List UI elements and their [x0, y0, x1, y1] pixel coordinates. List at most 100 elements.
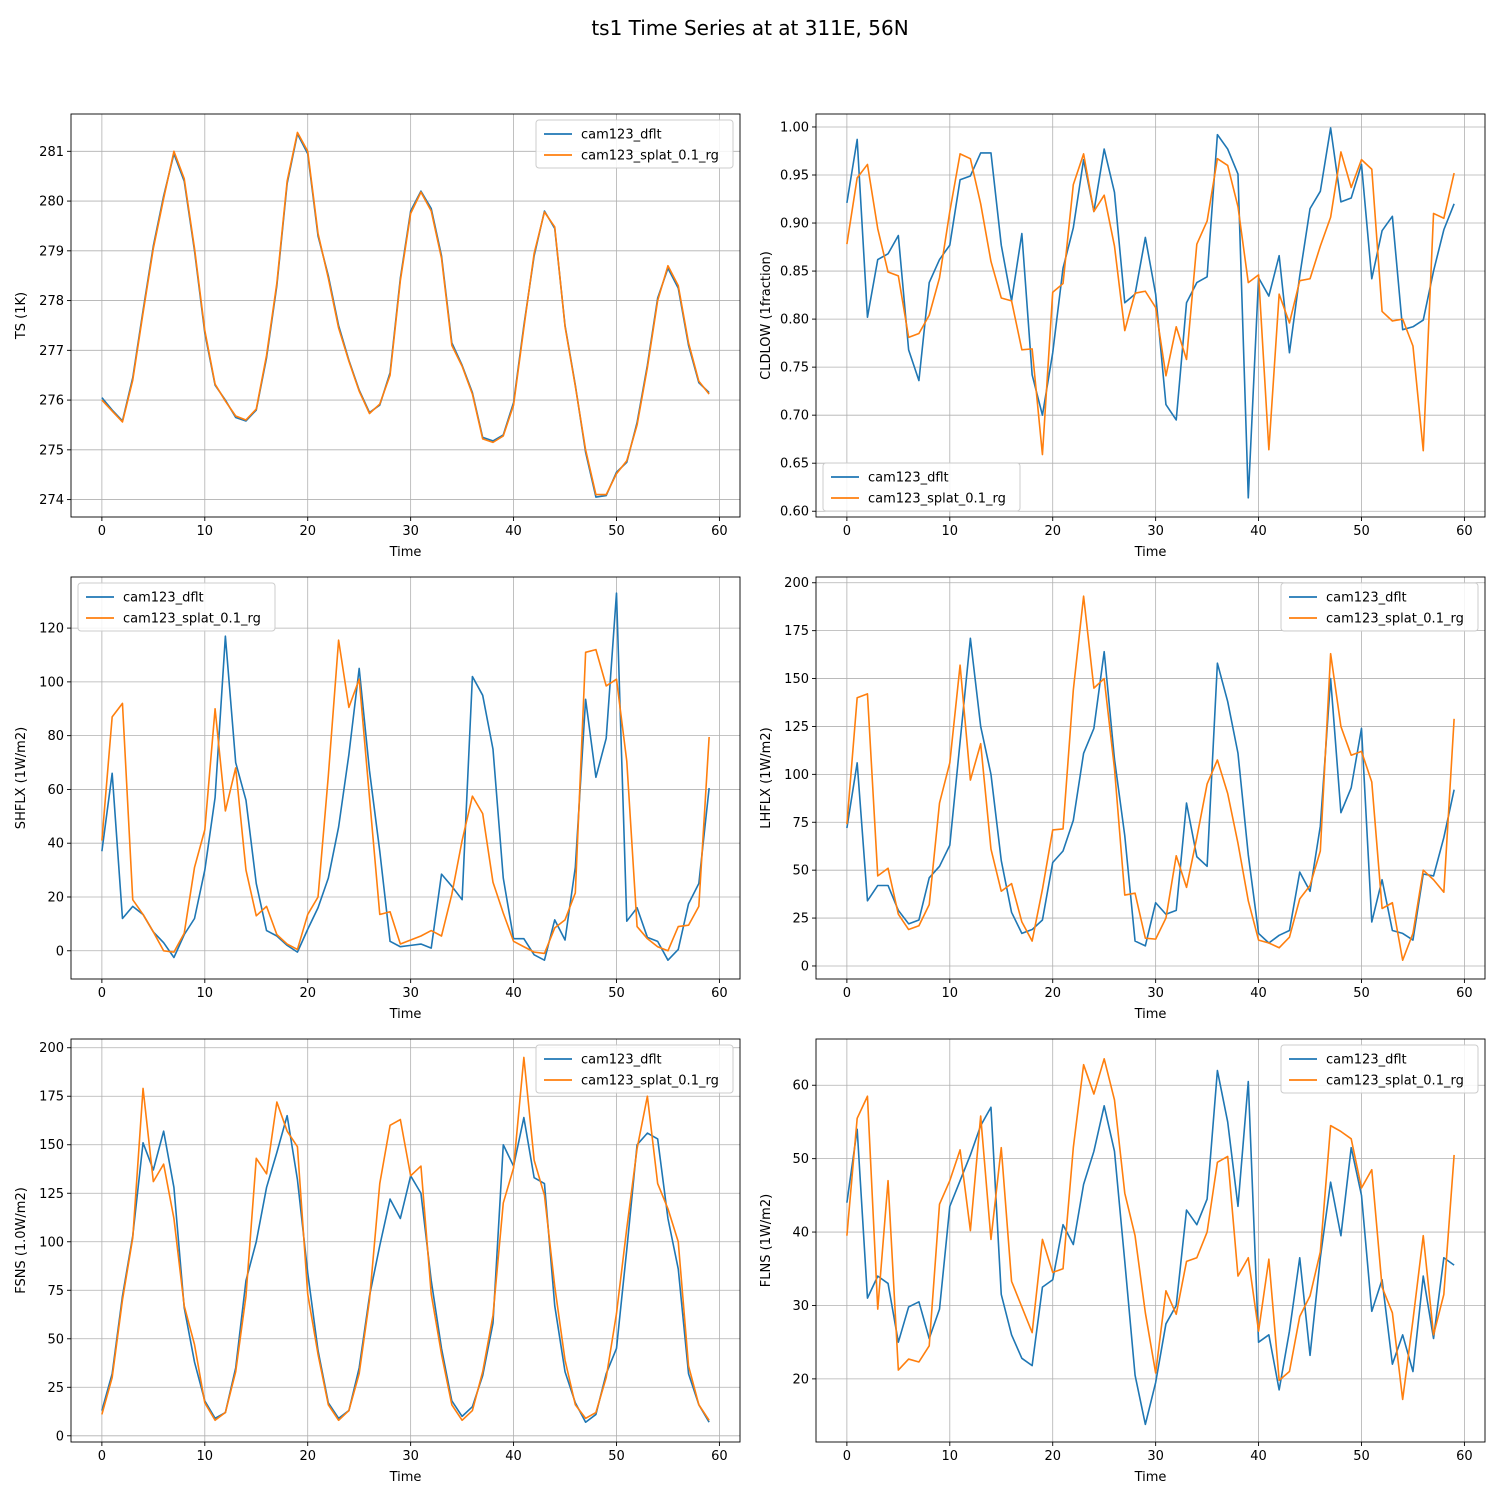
y-tick-label: 50 [792, 1152, 809, 1167]
legend-label: cam123_splat_0.1_rg [1326, 1074, 1464, 1089]
x-tick-label: 10 [197, 1449, 214, 1464]
x-axis-label: Time [1134, 1007, 1167, 1022]
x-tick-label: 60 [711, 1449, 728, 1464]
y-tick-label: 50 [47, 1332, 64, 1347]
x-tick-label: 50 [608, 986, 625, 1001]
x-tick-label: 40 [1250, 524, 1267, 539]
y-tick-label: 75 [792, 816, 809, 831]
x-tick-label: 10 [197, 524, 214, 539]
y-tick-label: 200 [784, 576, 809, 591]
y-axis-label: FLNS (1W/m2) [759, 1194, 774, 1287]
y-tick-label: 0 [801, 959, 809, 974]
y-tick-label: 276 [39, 394, 64, 409]
x-tick-label: 20 [1044, 524, 1061, 539]
x-tick-label: 20 [299, 1449, 316, 1464]
y-tick-label: 175 [39, 1090, 64, 1105]
axes-frame [70, 576, 741, 980]
axes-frame [815, 576, 1486, 980]
x-tick-label: 50 [608, 524, 625, 539]
y-tick-label: 30 [792, 1299, 809, 1314]
x-axis-label: Time [1134, 1470, 1167, 1485]
y-tick-label: 0.95 [780, 169, 809, 184]
legend: cam123_dflt cam123_splat_0.1_rg [1280, 582, 1479, 632]
x-tick-label: 30 [402, 524, 419, 539]
y-tick-label: 200 [39, 1041, 64, 1056]
y-tick-label: 100 [39, 1235, 64, 1250]
x-tick-label: 50 [1353, 986, 1370, 1001]
y-tick-label: 274 [39, 493, 64, 508]
y-tick-label: 125 [784, 720, 809, 735]
legend-label: cam123_dflt [1326, 1053, 1407, 1068]
legend-label: cam123_splat_0.1_rg [868, 492, 1006, 507]
legend-box [535, 119, 734, 169]
y-tick-label: 80 [47, 729, 64, 744]
legend: cam123_dflt cam123_splat_0.1_rg [77, 582, 276, 632]
series-line-1 [846, 637, 1455, 947]
y-axis-label: CLDLOW (1fraction) [759, 251, 774, 380]
series-line-2 [846, 151, 1455, 456]
y-axis-label: SHFLX (1W/m2) [14, 727, 29, 829]
y-tick-label: 0 [56, 1429, 64, 1444]
y-tick-label: 279 [39, 244, 64, 259]
subplot-2: 0 10 20 30 40 50 60 0.60 0.65 0.70 0.75 0.80 0.85 0.9… [759, 113, 1486, 560]
y-tick-label: 0.90 [780, 217, 809, 232]
series-line-2 [101, 131, 710, 496]
x-tick-label: 20 [1044, 1449, 1061, 1464]
series-line-1 [846, 1069, 1455, 1426]
axes-frame [70, 113, 741, 518]
x-tick-label: 40 [505, 1449, 522, 1464]
x-tick-label: 20 [299, 524, 316, 539]
y-tick-label: 75 [47, 1284, 64, 1299]
x-tick-label: 40 [1250, 986, 1267, 1001]
x-tick-label: 10 [942, 986, 959, 1001]
legend-label: cam123_splat_0.1_rg [581, 149, 719, 164]
x-tick-label: 30 [1147, 986, 1164, 1001]
subplot-5: 0 10 20 30 40 50 60 0 25 50 75 100 125 150 175 200 Time F… [14, 1038, 741, 1485]
y-tick-label: 281 [39, 145, 64, 160]
y-tick-label: 60 [792, 1079, 809, 1094]
x-axis-label: Time [389, 545, 422, 560]
subplot-1: 0 10 20 30 40 50 60 274 275 276 277 278 279 280 281 Tim… [14, 113, 741, 560]
series-line-1 [846, 127, 1455, 499]
y-tick-label: 0 [56, 944, 64, 959]
y-tick-label: 0.60 [780, 505, 809, 520]
x-tick-label: 40 [1250, 1449, 1267, 1464]
y-tick-label: 0.70 [780, 409, 809, 424]
y-tick-label: 1.00 [780, 120, 809, 135]
y-tick-label: 175 [784, 624, 809, 639]
y-tick-label: 275 [39, 443, 64, 458]
series-line-1 [101, 1114, 710, 1424]
x-tick-label: 10 [197, 986, 214, 1001]
series-line-2 [101, 1056, 710, 1422]
x-tick-label: 60 [1456, 1449, 1473, 1464]
x-tick-label: 50 [1353, 1449, 1370, 1464]
legend-label: cam123_dflt [581, 128, 662, 143]
x-tick-label: 20 [299, 986, 316, 1001]
legend-box [1280, 582, 1479, 632]
y-tick-label: 25 [792, 912, 809, 927]
y-tick-label: 150 [784, 672, 809, 687]
x-tick-label: 0 [843, 1449, 851, 1464]
axes-frame [815, 113, 1486, 518]
y-tick-label: 25 [47, 1381, 64, 1396]
legend-label: cam123_dflt [123, 591, 204, 606]
x-tick-label: 30 [402, 986, 419, 1001]
legend-label: cam123_dflt [1326, 591, 1407, 606]
x-tick-label: 50 [608, 1449, 625, 1464]
x-tick-label: 10 [942, 1449, 959, 1464]
x-tick-label: 0 [98, 986, 106, 1001]
y-axis-label: TS (1K) [14, 292, 29, 340]
x-axis-label: Time [389, 1470, 422, 1485]
legend-box [822, 462, 1021, 512]
x-tick-label: 50 [1353, 524, 1370, 539]
legend-label: cam123_splat_0.1_rg [1326, 612, 1464, 627]
series-line-2 [846, 1058, 1455, 1401]
legend: cam123_dflt cam123_splat_0.1_rg [535, 119, 734, 169]
y-tick-label: 20 [792, 1372, 809, 1387]
series-line-1 [101, 592, 710, 961]
y-tick-label: 100 [784, 768, 809, 783]
x-tick-label: 0 [843, 524, 851, 539]
y-tick-label: 50 [792, 864, 809, 879]
x-tick-label: 0 [98, 524, 106, 539]
